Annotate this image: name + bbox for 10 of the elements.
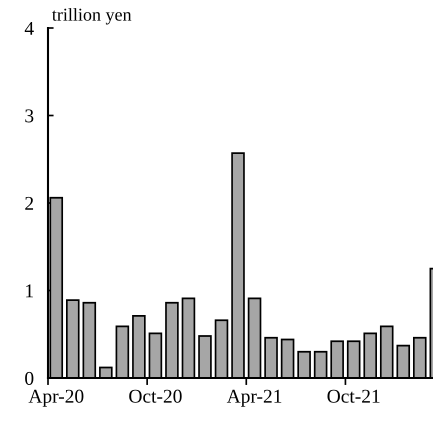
y-tick-label: 4 [24,22,34,35]
x-tick-label: Oct-20 [129,390,182,403]
y-tick-label: 2 [25,196,34,210]
x-tick-label: Oct-21 [327,390,380,403]
x-tick-label: Apr-20 [28,390,84,407]
y-tick-label: 3 [25,109,34,122]
y-tick-label: 1 [26,284,33,298]
x-tick-label: Apr-21 [226,390,282,407]
y-axis-title: trillion yen [52,8,132,24]
y-tick-label: 0 [25,372,34,385]
